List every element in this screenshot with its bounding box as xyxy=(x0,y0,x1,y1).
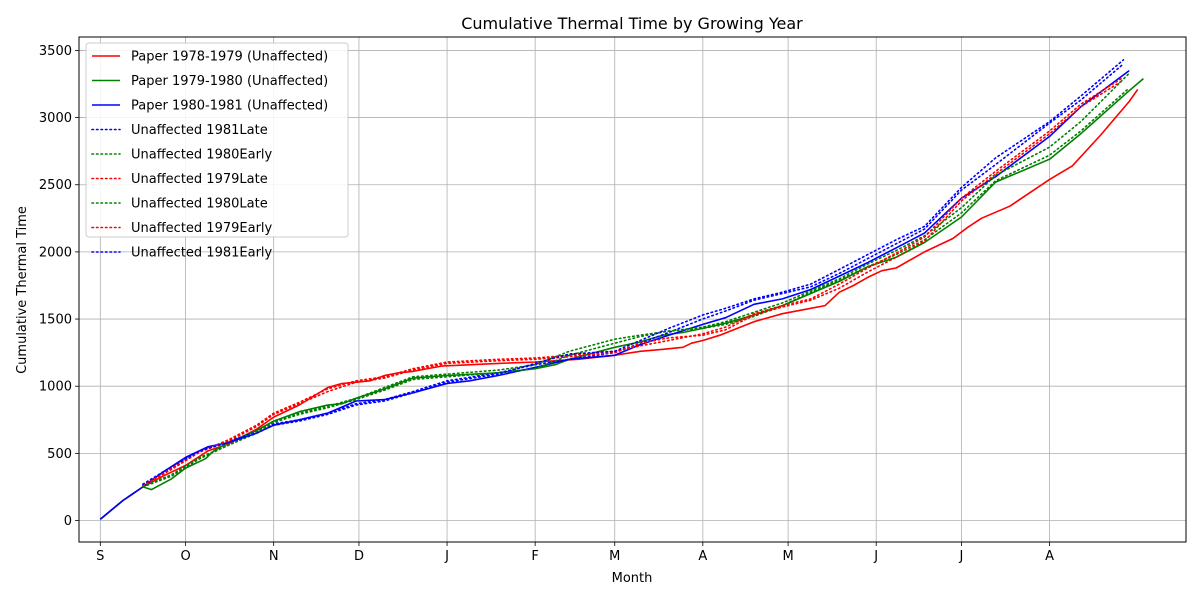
series-line-9 xyxy=(142,58,1125,486)
legend-label: Paper 1980-1981 (Unaffected) xyxy=(131,99,328,114)
y-tick-label: 500 xyxy=(47,447,72,462)
legend-label: Paper 1978-1979 (Unaffected) xyxy=(131,50,328,65)
y-ticks: 0 500 1000 1500 2000 2500 3000 3500 xyxy=(39,44,79,529)
y-tick-label: 2500 xyxy=(39,178,72,193)
x-tick-label: A xyxy=(698,549,707,564)
plot-frame xyxy=(78,36,1187,543)
x-tick-label: S xyxy=(96,549,104,564)
x-tick-label: M xyxy=(609,549,620,564)
x-tick-label: J xyxy=(444,549,449,564)
y-tick-label: 1000 xyxy=(39,380,72,395)
y-tick-label: 1500 xyxy=(39,313,72,328)
legend-label: Unaffected 1980Late xyxy=(131,197,268,212)
legend-label: Unaffected 1980Early xyxy=(131,148,273,163)
y-tick-label: 0 xyxy=(64,514,72,529)
legend-label: Unaffected 1981Late xyxy=(131,123,268,138)
legend-label: Unaffected 1979Late xyxy=(131,172,268,187)
legend-label: Unaffected 1981Early xyxy=(131,246,273,261)
x-axis-label: Month xyxy=(612,571,653,586)
x-tick-label: O xyxy=(180,549,190,564)
y-tick-label: 2000 xyxy=(39,245,72,260)
y-axis-label: Cumulative Thermal Time xyxy=(15,206,30,374)
x-tick-label: N xyxy=(269,549,279,564)
x-tick-label: F xyxy=(531,549,538,564)
x-tick-label: D xyxy=(354,549,364,564)
legend: Paper 1978-1979 (Unaffected) Paper 1979-1… xyxy=(85,42,349,261)
legend-box xyxy=(85,42,349,238)
legend-label: Unaffected 1979Early xyxy=(131,221,273,236)
series-line-7 xyxy=(142,72,1130,488)
x-tick-label: M xyxy=(782,549,793,564)
chart-title: Cumulative Thermal Time by Growing Year xyxy=(461,14,803,33)
series-group xyxy=(99,58,1144,520)
x-tick-label: J xyxy=(959,549,964,564)
x-tick-label: A xyxy=(1045,549,1054,564)
series-line-1 xyxy=(99,88,1139,520)
y-tick-label: 3500 xyxy=(39,44,72,59)
y-tick-label: 3000 xyxy=(39,111,72,126)
series-line-8 xyxy=(142,76,1125,487)
legend-label: Paper 1979-1980 (Unaffected) xyxy=(131,74,328,89)
series-line-5 xyxy=(142,87,1130,488)
x-tick-label: J xyxy=(873,549,878,564)
